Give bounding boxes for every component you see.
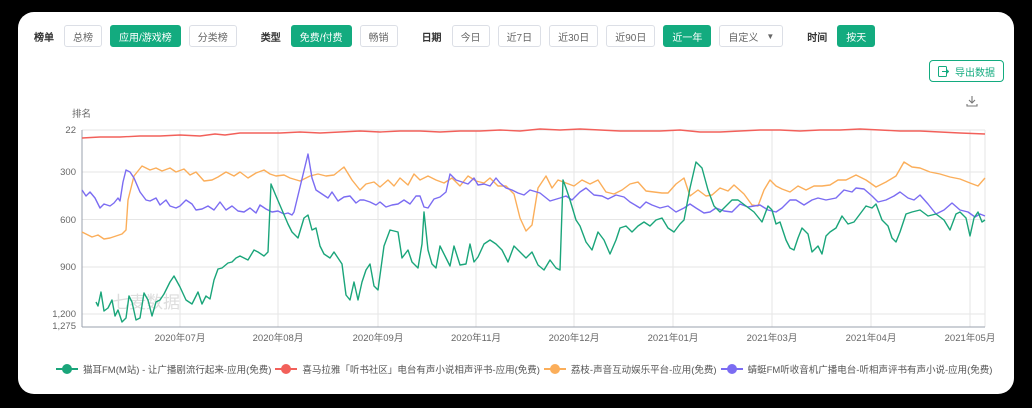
filter-type-free-paid[interactable]: 免费/付费 (290, 25, 352, 47)
legend-label: 蜻蜓FM听收音机广播电台-听相声评书有声小说-应用(免费) (747, 365, 993, 376)
legend-marker-icon (543, 364, 566, 374)
export-icon (938, 65, 949, 77)
grid-lines (82, 129, 986, 327)
filter-label-date: 日期 (421, 32, 442, 44)
caret-down-icon: ▼ (766, 31, 775, 41)
ranking-line-chart: 排名 22 300 600 900 1,200 (52, 108, 996, 344)
legend-label: 荔枝-声音互动娱乐平台-应用(免费) (570, 365, 717, 376)
filter-label-time: 时间 (807, 32, 828, 44)
legend-item-ximalaya[interactable]: 喜马拉雅「听书社区」电台有声小说相声评书-应用(免费) (275, 362, 540, 376)
series-ximalaya-line[interactable] (81, 128, 986, 139)
filter-date-7d[interactable]: 近7日 (497, 25, 542, 47)
filter-date-30d[interactable]: 近30日 (549, 25, 599, 47)
svg-text:900: 900 (60, 262, 76, 273)
download-icon (966, 96, 978, 107)
legend-item-lizhi[interactable]: 荔枝-声音互动娱乐平台-应用(免费) (543, 362, 717, 376)
series-lizhi-line[interactable] (81, 161, 986, 240)
export-data-button[interactable]: 导出数据 (929, 60, 1004, 82)
filter-date-90d[interactable]: 近90日 (606, 25, 656, 47)
y-axis-title: 排名 (72, 108, 91, 120)
x-tick-labels: 2020年07月 2020年08月 2020年09月 2020年11月 2020… (155, 332, 996, 344)
legend-label: 猫耳FM(M站) - 让广播剧流行起来-应用(免费) (83, 365, 272, 376)
filter-date-custom-dropdown[interactable]: 自定义 ▼ (719, 25, 784, 47)
svg-text:300: 300 (60, 167, 76, 178)
filter-time-daily[interactable]: 按天 (837, 25, 876, 47)
filter-list-category[interactable]: 分类榜 (188, 25, 237, 47)
svg-text:2021年03月: 2021年03月 (747, 332, 798, 344)
legend-marker-icon (275, 364, 298, 374)
custom-label: 自定义 (728, 32, 759, 44)
filter-list-total[interactable]: 总榜 (64, 25, 102, 47)
filter-date-1y[interactable]: 近一年 (663, 25, 712, 47)
series-qingting-line[interactable] (81, 153, 986, 218)
svg-text:2020年09月: 2020年09月 (353, 332, 404, 344)
legend-marker-icon (720, 364, 743, 374)
filter-bar: 榜单 总榜 应用/游戏榜 分类榜 类型 免费/付费 畅销 日期 今日 近7日 近… (30, 24, 883, 48)
export-label: 导出数据 (955, 67, 995, 79)
series-maoer-line[interactable] (95, 161, 986, 323)
chart-legend: 猫耳FM(M站) - 让广播剧流行起来-应用(免费) 喜马拉雅「听书社区」电台有… (56, 362, 996, 376)
download-chart-button[interactable] (966, 94, 978, 112)
filter-list-app-game[interactable]: 应用/游戏榜 (110, 25, 181, 47)
legend-label: 喜马拉雅「听书社区」电台有声小说相声评书-应用(免费) (302, 365, 540, 376)
svg-text:22: 22 (65, 125, 76, 136)
filter-label-list: 榜单 (34, 32, 54, 44)
svg-text:2020年12月: 2020年12月 (549, 332, 600, 344)
svg-text:2021年04月: 2021年04月 (846, 332, 897, 344)
legend-item-qingting[interactable]: 蜻蜓FM听收音机广播电台-听相声评书有声小说-应用(免费) (720, 362, 993, 376)
filter-label-type: 类型 (260, 32, 281, 44)
legend-item-maoer[interactable]: 猫耳FM(M站) - 让广播剧流行起来-应用(免费) (56, 362, 271, 376)
svg-text:2020年07月: 2020年07月 (155, 332, 206, 344)
y-tick-labels: 22 300 600 900 1,200 1,275 (52, 125, 76, 332)
svg-text:2020年08月: 2020年08月 (253, 332, 304, 344)
filter-type-grossing[interactable]: 畅销 (359, 25, 398, 47)
svg-text:2020年11月: 2020年11月 (451, 332, 501, 344)
svg-text:2021年05月: 2021年05月 (945, 332, 996, 344)
legend-marker-icon (56, 364, 78, 374)
svg-text:1,275: 1,275 (52, 321, 76, 332)
svg-text:2021年01月: 2021年01月 (648, 332, 699, 344)
svg-text:1,200: 1,200 (52, 309, 76, 320)
filter-date-today[interactable]: 今日 (451, 25, 490, 47)
svg-text:600: 600 (60, 215, 76, 226)
ranking-chart-card: 榜单 总榜 应用/游戏榜 分类榜 类型 免费/付费 畅销 日期 今日 近7日 近… (18, 12, 1014, 394)
